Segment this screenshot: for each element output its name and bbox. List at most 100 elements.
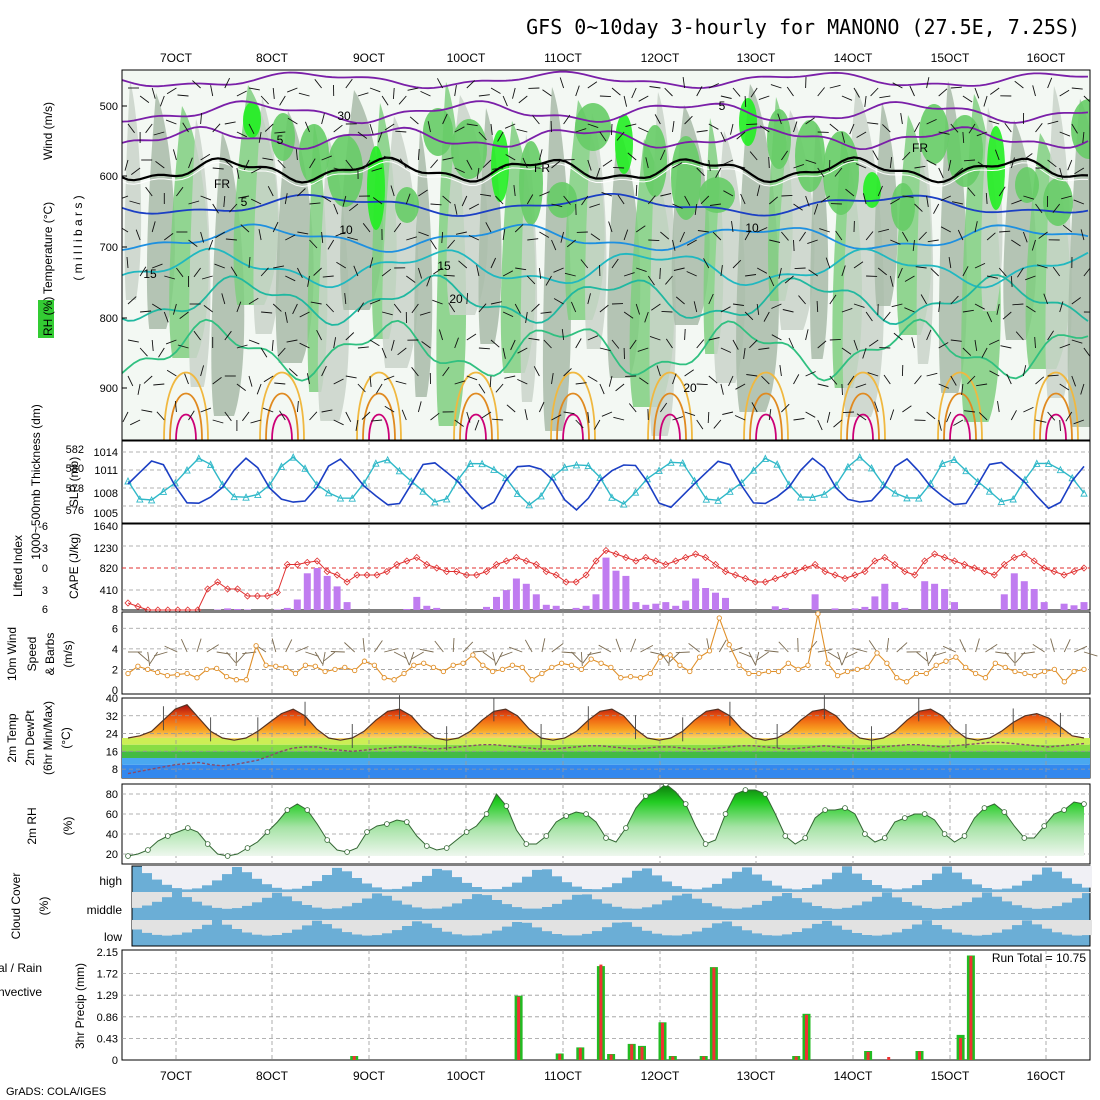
wind-barb <box>442 157 454 161</box>
wind-barb <box>925 651 929 666</box>
cloud-block <box>712 920 722 924</box>
cape-bar <box>632 602 640 610</box>
wind-barb <box>920 294 927 305</box>
wind-barb <box>754 651 760 666</box>
wind-barb <box>639 377 649 385</box>
wind-barb <box>1047 77 1053 89</box>
wind-barb <box>502 229 506 241</box>
wind-barb <box>938 342 949 349</box>
wind-barb <box>587 293 591 305</box>
wind-barb <box>938 167 944 179</box>
cape-bar <box>423 605 431 610</box>
wind-barb <box>466 411 471 423</box>
wind-barb <box>647 195 656 205</box>
cloud-block <box>792 920 802 932</box>
wind-barb <box>963 159 976 162</box>
temp-tick: 40 <box>106 693 118 705</box>
wind-barb <box>587 159 592 171</box>
rh-point <box>443 845 450 851</box>
thickness-point <box>678 458 687 467</box>
wind-barb <box>333 167 345 172</box>
cape-bar <box>781 607 789 610</box>
wind-speed-point <box>164 672 171 679</box>
wind-barb <box>526 275 536 285</box>
cape-bar <box>771 606 779 610</box>
precip-tick: 0 <box>112 1055 118 1067</box>
warm-contour <box>556 392 590 440</box>
cape-bar <box>811 594 819 610</box>
cloud-block <box>862 892 872 902</box>
wind-speed-point <box>992 660 998 666</box>
wind-speed-point <box>430 664 437 671</box>
wind-barb <box>845 188 855 197</box>
wind-barb <box>926 159 937 166</box>
cloud-block <box>942 920 952 930</box>
cloud-block <box>672 866 682 887</box>
rh-cell <box>491 130 509 202</box>
thickness-point <box>206 460 215 468</box>
wind-barb <box>124 159 129 171</box>
cape-bar <box>1070 605 1078 610</box>
cloud-level-label: low <box>104 930 122 944</box>
wind-barb <box>734 165 746 169</box>
cape-bar <box>612 570 620 610</box>
temp-tick: 32 <box>106 711 118 723</box>
wind-barb <box>961 383 964 395</box>
cloud-block <box>822 892 832 909</box>
rh-point <box>742 787 749 793</box>
rh-point <box>981 805 988 811</box>
cape-tick: 820 <box>100 563 118 575</box>
footer-credit: GrADS: COLA/IGES <box>6 1086 106 1098</box>
cape-bar <box>592 594 600 610</box>
wind-barb <box>314 79 322 89</box>
temperature-contour <box>122 100 1089 125</box>
wind-barb <box>177 344 189 349</box>
cloud-block <box>342 892 352 907</box>
thickness-point <box>844 462 852 471</box>
wind-barb <box>184 373 189 385</box>
wind-barb <box>999 230 1011 233</box>
wind-barb <box>669 651 681 663</box>
li-point <box>851 571 859 579</box>
cloud-block <box>152 892 162 902</box>
li-point <box>363 571 371 579</box>
rh-point <box>224 853 231 859</box>
contour-label: FR <box>214 177 230 191</box>
warm-contour <box>163 371 209 440</box>
wind-barb <box>1035 419 1047 423</box>
wind-barb <box>330 651 345 653</box>
wind-barb <box>357 131 368 139</box>
wind-speed-point <box>716 615 722 621</box>
wind-barb <box>447 239 456 249</box>
rh-plume <box>317 137 350 421</box>
li-point <box>911 571 919 579</box>
bottom-date-label: 14OCT <box>834 1069 873 1083</box>
wind-barb <box>740 193 746 205</box>
wind-barb <box>968 123 976 134</box>
wind-barb <box>127 296 137 305</box>
wind-barb <box>164 233 174 241</box>
li-point <box>990 571 998 579</box>
wind-barb <box>900 113 903 125</box>
wind-barb <box>571 651 582 663</box>
wind-barb <box>660 402 668 413</box>
li-point <box>632 557 640 565</box>
wind-barb <box>654 114 661 125</box>
cloud-block <box>172 866 182 889</box>
rh-point <box>1041 823 1047 829</box>
temperature-contour <box>122 274 1089 326</box>
wind-barb <box>155 161 165 169</box>
thickness-point <box>915 494 923 502</box>
thickness-point <box>442 494 451 503</box>
wind-barb <box>1006 373 1012 385</box>
wind-barb <box>645 157 649 169</box>
li-point <box>532 560 540 569</box>
wind-barb <box>271 339 274 352</box>
wind-barb <box>478 131 487 141</box>
top-date-label: 12OCT <box>641 51 680 65</box>
cloud-block <box>602 892 612 904</box>
li-point <box>751 578 759 586</box>
rh-cell <box>575 103 611 151</box>
cloud-block <box>202 892 212 906</box>
cloud-block <box>932 892 942 909</box>
